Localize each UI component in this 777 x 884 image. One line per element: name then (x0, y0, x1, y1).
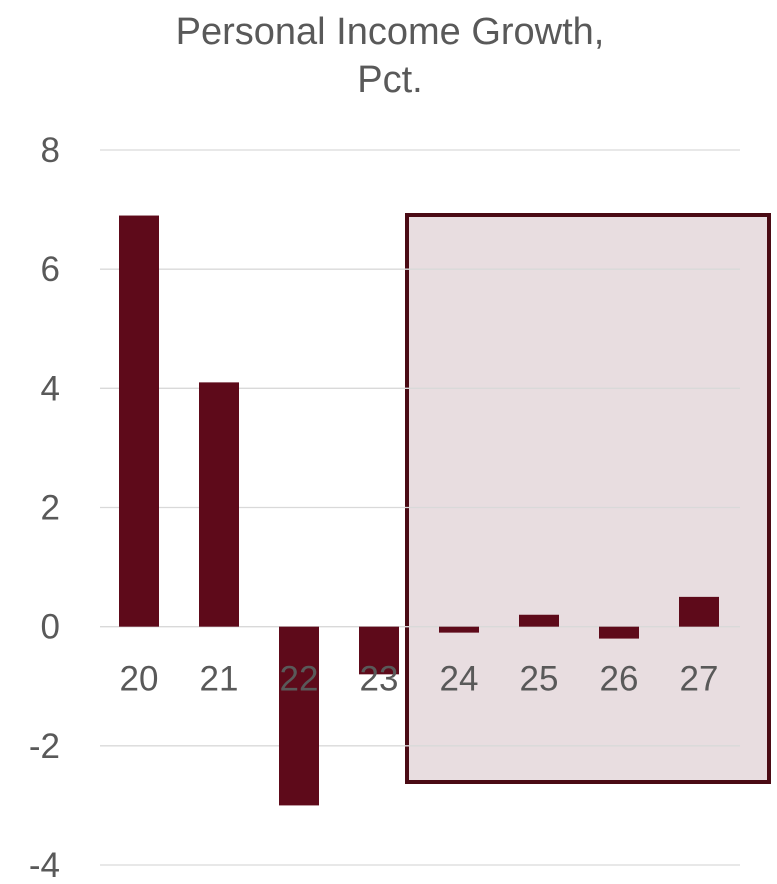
bar (519, 614, 559, 627)
highlight-region (405, 213, 771, 784)
y-tick-label: 0 (41, 608, 60, 647)
bar (199, 382, 239, 627)
bar (119, 215, 159, 627)
y-tick-label: 4 (41, 369, 60, 408)
x-tick-label: 23 (360, 660, 399, 699)
x-tick-label: 26 (600, 660, 639, 699)
y-tick-label: 6 (41, 250, 60, 289)
bar (439, 626, 479, 633)
chart-title-line-1: Personal Income Growth, (175, 11, 605, 53)
bar (679, 596, 719, 627)
y-tick-label: 2 (41, 489, 60, 528)
chart-title: Personal Income Growth, Pct. (100, 8, 680, 104)
x-tick-label: 20 (120, 660, 159, 699)
y-tick-label: -4 (29, 846, 60, 884)
y-tick-label: -2 (29, 727, 60, 766)
bar (359, 626, 399, 675)
x-tick-label: 27 (680, 660, 719, 699)
x-tick-label: 21 (200, 660, 239, 699)
chart-title-line-2: Pct. (357, 59, 423, 101)
y-tick-label: 8 (41, 131, 60, 170)
x-tick-label: 22 (280, 660, 319, 699)
x-tick-label: 24 (440, 660, 479, 699)
bar (279, 626, 319, 806)
x-tick-label: 25 (520, 660, 559, 699)
bar (599, 626, 639, 639)
